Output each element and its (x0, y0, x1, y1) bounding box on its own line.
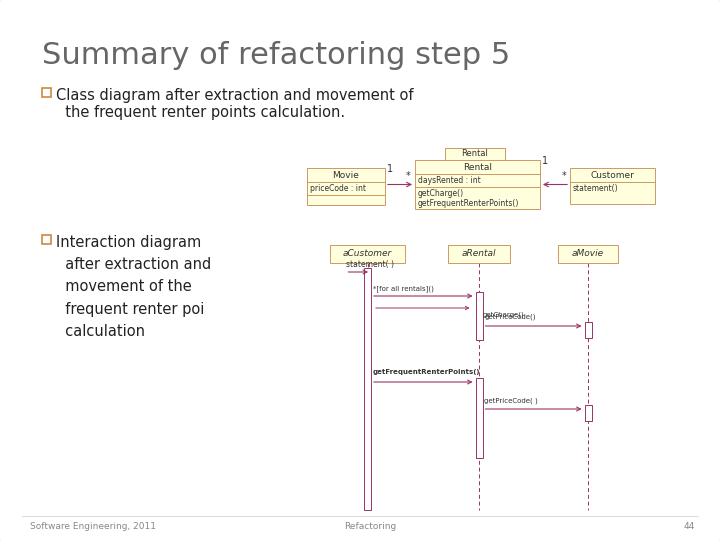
Text: Movie: Movie (333, 171, 359, 179)
Text: 44: 44 (684, 522, 695, 531)
Text: getFrequentRenterPoints(): getFrequentRenterPoints() (418, 199, 519, 208)
Text: Class diagram after extraction and movement of
  the frequent renter points calc: Class diagram after extraction and movem… (56, 88, 413, 120)
Text: statement( ): statement( ) (346, 260, 394, 269)
Text: Interaction diagram
  after extraction and
  movement of the
  frequent renter p: Interaction diagram after extraction and… (56, 235, 211, 339)
Bar (42, 88, 51, 97)
Text: Summary of refactoring step 5: Summary of refactoring step 5 (42, 40, 510, 70)
Bar (570, 168, 655, 204)
Bar (448, 245, 510, 263)
Text: getPriceCode(): getPriceCode() (485, 314, 536, 321)
Text: getCharge(): getCharge() (483, 311, 525, 318)
Text: aRental: aRental (462, 249, 496, 259)
Bar (307, 168, 385, 205)
Text: getCharge(): getCharge() (418, 189, 464, 198)
Text: Customer: Customer (590, 171, 634, 179)
Text: *: * (406, 171, 411, 180)
Bar (330, 245, 405, 263)
Text: daysRented : int: daysRented : int (418, 176, 481, 185)
Text: Rental: Rental (462, 150, 488, 159)
Bar (445, 148, 505, 160)
Text: aCustomer: aCustomer (343, 249, 392, 259)
Bar (585, 405, 592, 421)
Bar (585, 322, 592, 338)
Text: priceCode : int: priceCode : int (310, 184, 366, 193)
Bar (475, 292, 482, 340)
Text: *: * (562, 171, 566, 180)
Bar (415, 160, 540, 209)
Text: *[for all rentals](): *[for all rentals]() (373, 285, 434, 292)
Bar (475, 378, 482, 458)
Text: getPriceCode( ): getPriceCode( ) (485, 397, 539, 403)
Bar (42, 235, 51, 244)
Text: statement(): statement() (573, 184, 618, 193)
Bar (558, 245, 618, 263)
Text: 1: 1 (387, 164, 393, 174)
Bar (364, 268, 371, 510)
Text: Refactoring: Refactoring (344, 522, 396, 531)
Text: getFrequentRenterPoints(): getFrequentRenterPoints() (373, 369, 480, 375)
Text: aMovie: aMovie (572, 249, 604, 259)
Text: 1: 1 (542, 156, 548, 166)
Text: Rental: Rental (463, 163, 492, 172)
Text: Software Engineering, 2011: Software Engineering, 2011 (30, 522, 156, 531)
